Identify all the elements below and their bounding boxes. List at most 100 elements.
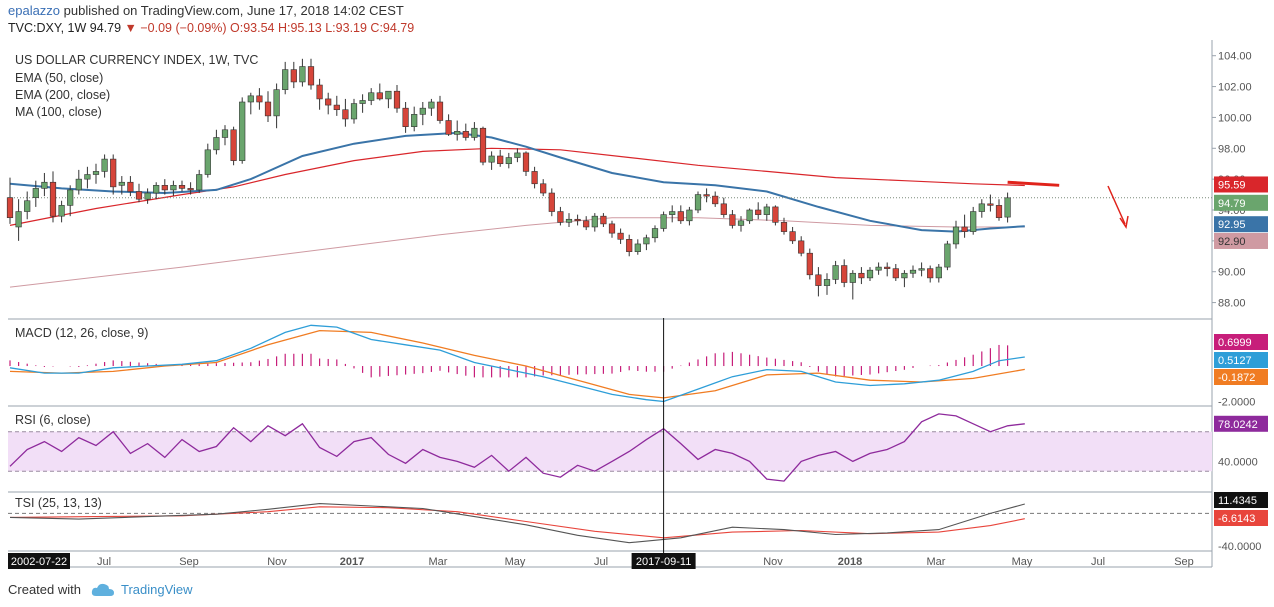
candle <box>204 149 211 175</box>
down-arrow-icon <box>1119 215 1129 229</box>
candle <box>909 269 917 274</box>
candle <box>342 109 349 120</box>
time-tick-label: Sep <box>179 556 199 568</box>
candle <box>823 279 831 286</box>
candle <box>161 185 168 191</box>
candle <box>531 171 538 185</box>
candle <box>737 220 745 226</box>
candle <box>316 84 323 100</box>
candle <box>144 192 151 200</box>
rsi-band <box>8 431 1212 472</box>
candle <box>815 274 822 286</box>
start-date-bg <box>8 553 70 569</box>
candle <box>153 185 160 194</box>
ohlc-values: O:93.54 H:95.13 L:93.19 C:94.79 <box>230 21 415 35</box>
candle <box>918 268 925 271</box>
candle <box>92 171 100 175</box>
candle <box>892 268 899 279</box>
price-tick-label: 88.00 <box>1218 298 1246 310</box>
ma100-axis-value-bg <box>1214 232 1268 249</box>
price-chart[interactable]: 88.0090.0092.0094.0096.0098.00100.00102.… <box>0 40 1274 580</box>
candle <box>634 243 641 252</box>
candle <box>952 226 960 245</box>
footer: Created with TradingView <box>8 582 193 597</box>
time-tick-label: 2018 <box>838 556 862 568</box>
candle <box>445 120 452 135</box>
chart-title: US DOLLAR CURRENCY INDEX, 1W, TVC <box>15 53 258 67</box>
tsi-line <box>9 503 1025 544</box>
candle <box>746 209 753 222</box>
candle <box>170 185 177 191</box>
published-text: published on TradingView.com, June 17, 2… <box>63 3 404 18</box>
time-tick-label: Jul <box>594 556 608 568</box>
candle <box>832 265 839 280</box>
candle <box>514 152 521 158</box>
author-link[interactable]: epalazzo <box>8 3 61 18</box>
candle <box>780 222 788 232</box>
macd-axis-value: 0.5127 <box>1218 355 1252 367</box>
candle <box>720 203 727 215</box>
candle <box>101 158 108 172</box>
candle <box>858 272 865 279</box>
candle <box>75 178 82 191</box>
tsi-tick-label: -40.0000 <box>1218 541 1261 553</box>
last-price: 94.79 <box>89 21 122 35</box>
time-tick-label: 2017 <box>340 556 364 568</box>
time-tick-label: May <box>505 556 526 568</box>
candle <box>368 92 375 101</box>
candle <box>626 239 633 252</box>
candle <box>127 181 134 192</box>
candle <box>273 89 280 117</box>
ma100-axis-value: 92.90 <box>1218 236 1246 248</box>
candle <box>1004 197 1011 218</box>
candle <box>798 240 805 254</box>
candle <box>239 101 246 161</box>
candle <box>256 95 263 103</box>
macd-signal-line <box>9 329 1025 399</box>
tsi-axis-value-bg <box>1214 492 1268 508</box>
candle <box>600 215 607 225</box>
candle <box>505 157 512 165</box>
candle <box>247 95 254 103</box>
candle <box>841 265 848 283</box>
ema200-axis-value: 95.59 <box>1218 179 1246 191</box>
candle <box>350 103 358 120</box>
candle <box>428 101 435 109</box>
candle <box>987 203 994 206</box>
candle <box>677 211 684 222</box>
candle <box>41 181 48 189</box>
ema50-axis-value-bg <box>1214 216 1268 233</box>
candle <box>24 200 31 212</box>
time-tick-label: Sep <box>1174 556 1194 568</box>
candle <box>660 214 667 229</box>
change-down-icon: ▼ <box>124 21 137 35</box>
macd-title: MACD (12, 26, close, 9) <box>15 326 148 340</box>
candle <box>901 272 908 279</box>
candle <box>935 266 942 279</box>
candle <box>6 197 14 219</box>
candle <box>497 155 504 165</box>
candle <box>58 205 65 217</box>
macd-line <box>9 324 1025 403</box>
start-date-label: 2002-07-22 <box>11 556 67 568</box>
candle <box>178 185 186 189</box>
candle <box>419 107 426 115</box>
published-header: epalazzo published on TradingView.com, J… <box>8 3 404 18</box>
candle <box>789 231 796 242</box>
candle <box>694 194 702 211</box>
candle <box>393 90 401 109</box>
time-tick-label: Jul <box>1091 556 1105 568</box>
candle <box>712 195 719 205</box>
candle <box>299 66 306 83</box>
time-tick-label: May <box>1012 556 1033 568</box>
candle <box>84 174 91 180</box>
candle <box>806 252 813 276</box>
ema200-axis-value-bg <box>1214 176 1268 193</box>
tradingview-link[interactable]: TradingView <box>120 582 193 597</box>
rsi-title: RSI (6, close) <box>15 413 91 427</box>
candle <box>325 98 332 106</box>
rsi-axis-value-bg <box>1214 415 1268 432</box>
macd-tick-label: -2.0000 <box>1218 396 1255 408</box>
candle <box>411 114 418 127</box>
last-price-axis-value-bg <box>1214 194 1268 211</box>
